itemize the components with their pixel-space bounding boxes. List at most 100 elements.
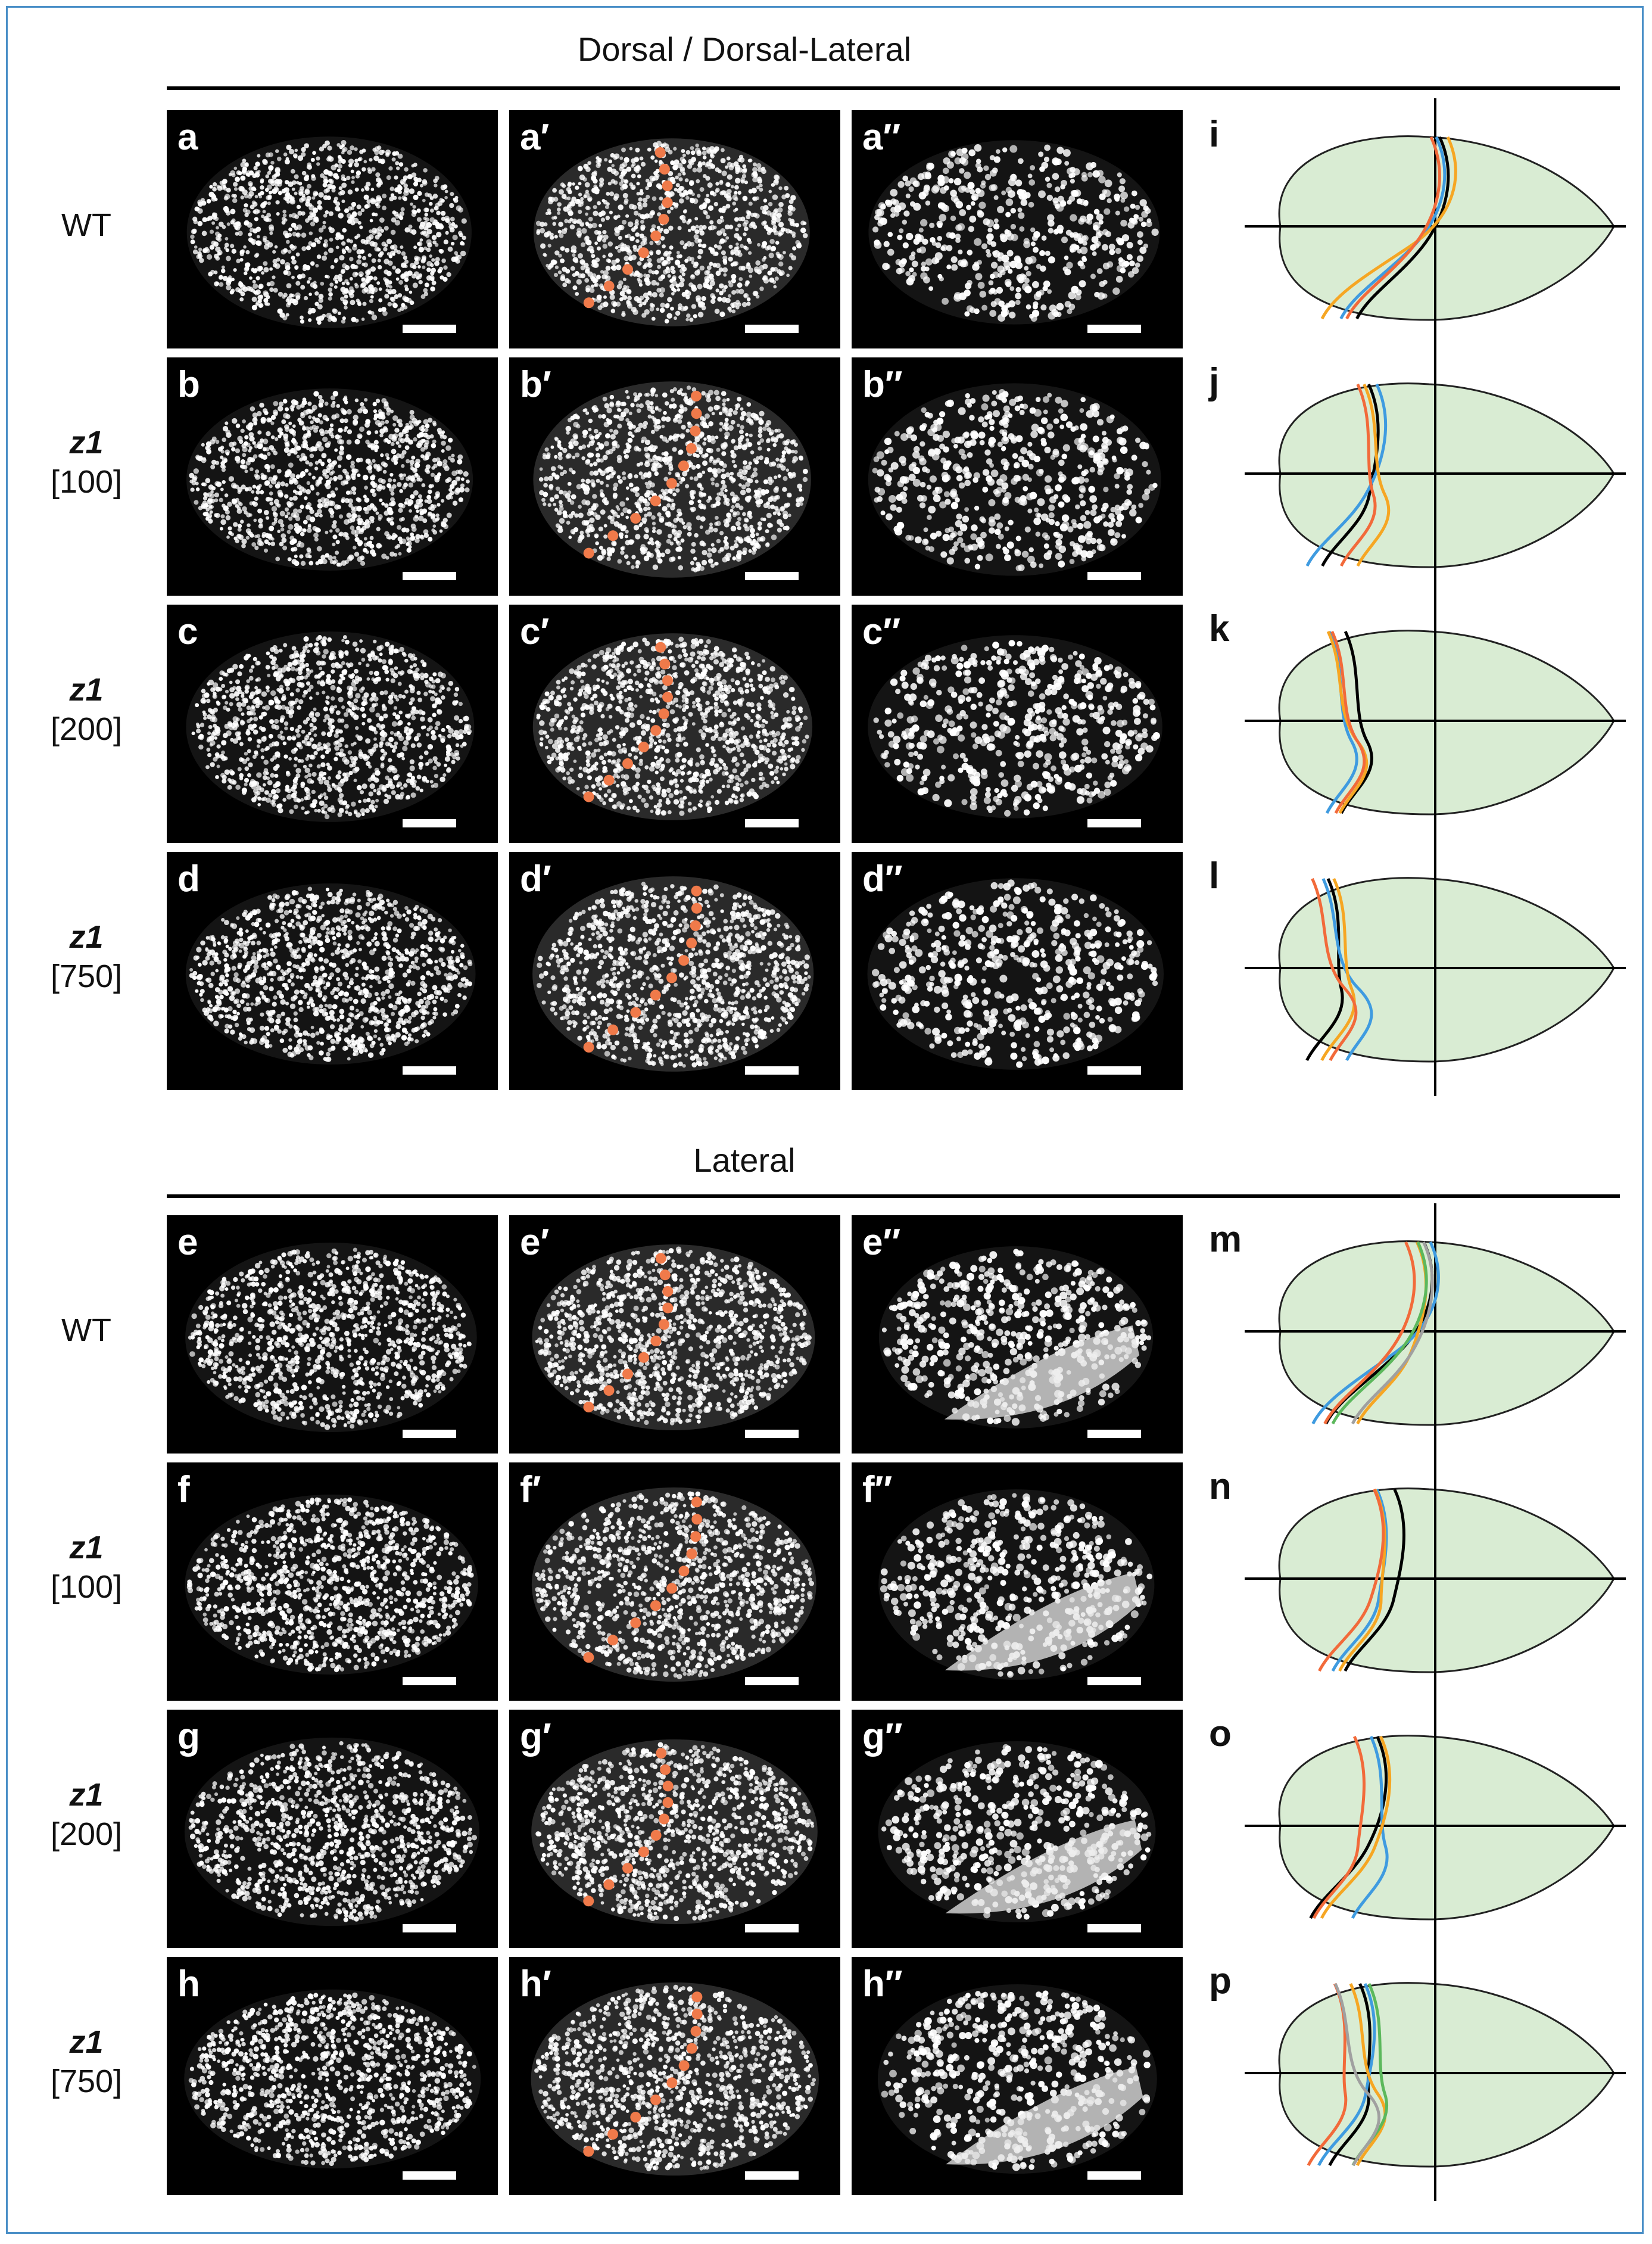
boundary-marker — [650, 725, 662, 736]
boundary-marker — [691, 390, 702, 402]
boundary-marker — [583, 1896, 594, 1907]
scale-bar — [1087, 819, 1141, 827]
boundary-marker — [603, 281, 615, 292]
boundary-marker — [630, 1007, 641, 1018]
boundary-trace — [1312, 1735, 1366, 1919]
panel-label: e′′ — [862, 1221, 900, 1263]
micrograph-panel-f′: f′ — [509, 1462, 840, 1701]
row-label: z1 [750] — [27, 917, 146, 996]
boundary-marker — [690, 2025, 702, 2037]
scale-bar — [403, 2171, 456, 2180]
row-label: z1 [100] — [27, 423, 146, 502]
boundary-marker — [638, 1352, 649, 1363]
ventral-furrow-region — [945, 1573, 1141, 1671]
scale-bar — [1087, 1677, 1141, 1685]
boundary-marker — [691, 885, 702, 897]
panel-label: b′ — [520, 363, 551, 406]
schematic-label: p — [1209, 1960, 1232, 2002]
micrograph-panel-d′′: d′′ — [852, 852, 1183, 1090]
panel-label: h′ — [520, 1963, 551, 2005]
ventral-furrow-region — [946, 2067, 1143, 2165]
boundary-trace — [1355, 136, 1450, 320]
micrograph-panel-b′′: b′′ — [852, 357, 1183, 596]
boundary-marker — [662, 675, 673, 686]
nuclei — [871, 879, 1158, 1068]
boundary-trace — [1320, 877, 1356, 1062]
scale-bar — [745, 572, 799, 580]
embryo-schematic-outline — [1278, 1982, 1615, 2168]
micrograph-panel-b: b — [167, 357, 498, 596]
schematic-k — [1233, 593, 1626, 852]
panel-label: c′ — [520, 611, 549, 653]
panel-label: g — [177, 1716, 200, 1758]
boundary-trace — [1311, 1241, 1440, 1425]
boundary-marker — [655, 642, 666, 653]
micrograph-panel-d: d — [167, 852, 498, 1090]
boundary-marker — [583, 547, 594, 559]
boundary-trace — [1305, 383, 1388, 567]
nuclei — [534, 1984, 816, 2171]
dose-label: [200] — [27, 709, 146, 749]
row-label: WT — [27, 206, 146, 245]
panel-label: f′′ — [862, 1468, 892, 1511]
boundary-marker — [650, 989, 661, 1001]
embryo-schematic-outline — [1278, 1487, 1615, 1673]
genotype-label: z1 — [27, 1775, 146, 1815]
schematic-o — [1233, 1698, 1626, 1957]
genotype-label: z1 — [27, 917, 146, 957]
boundary-marker — [686, 1548, 697, 1560]
genotype-label: WT — [61, 1312, 111, 1348]
nuclei — [537, 882, 811, 1068]
nuclei — [881, 1249, 1152, 1426]
nuclei — [535, 1742, 815, 1922]
boundary-marker — [691, 2009, 703, 2019]
micrograph-panel-g: g — [167, 1710, 498, 1948]
dose-label: [100] — [27, 462, 146, 502]
schematic-label: j — [1209, 360, 1219, 403]
schematic-j — [1233, 346, 1626, 605]
boundary-trace — [1339, 383, 1377, 567]
micrograph-panel-h: h — [167, 1957, 498, 2195]
embryo-outline — [867, 878, 1164, 1070]
boundary-markers — [583, 147, 673, 309]
panel-label: a′ — [520, 116, 549, 158]
micrograph-panel-g′: g′ — [509, 1710, 840, 1948]
nuclei — [872, 144, 1159, 322]
panel-label: h — [177, 1963, 200, 2005]
boundary-marker — [666, 972, 677, 983]
boundary-marker — [622, 758, 633, 769]
boundary-marker — [607, 2128, 618, 2140]
embryo-outline — [868, 140, 1160, 325]
boundary-marker — [607, 1635, 619, 1646]
boundary-marker — [654, 147, 666, 158]
embryo-schematic-outline — [1278, 1240, 1615, 1426]
scale-bar — [1087, 1066, 1141, 1075]
boundary-trace — [1344, 1488, 1405, 1672]
boundary-marker — [650, 495, 661, 506]
ventral-furrow-region — [945, 1820, 1142, 1914]
genotype-label: WT — [61, 207, 111, 243]
nuclei — [189, 391, 470, 567]
panel-label: f′ — [520, 1468, 541, 1511]
boundary-marker — [662, 1781, 674, 1792]
schematic-label: k — [1209, 608, 1229, 650]
boundary-trace — [1321, 877, 1373, 1062]
nuclei — [190, 140, 467, 325]
scale-bar — [403, 1430, 456, 1438]
boundary-marker — [630, 2112, 641, 2122]
micrograph-panel-g′′: g′′ — [852, 1710, 1183, 1948]
boundary-trace — [1330, 630, 1366, 814]
boundary-marker — [691, 902, 702, 914]
scale-bar — [745, 325, 799, 333]
nuclei — [188, 1741, 477, 1922]
genotype-label: z1 — [27, 670, 146, 709]
scale-bar — [745, 2171, 799, 2180]
scale-bar — [1087, 2171, 1141, 2180]
boundary-marker — [583, 1402, 594, 1412]
micrograph-panel-h′: h′ — [509, 1957, 840, 2195]
micrograph-panel-c′: c′ — [509, 605, 840, 843]
scale-bar — [403, 1924, 456, 1932]
boundary-marker — [638, 1846, 649, 1857]
panel-label: f — [177, 1468, 190, 1511]
scale-bar — [745, 1430, 799, 1438]
